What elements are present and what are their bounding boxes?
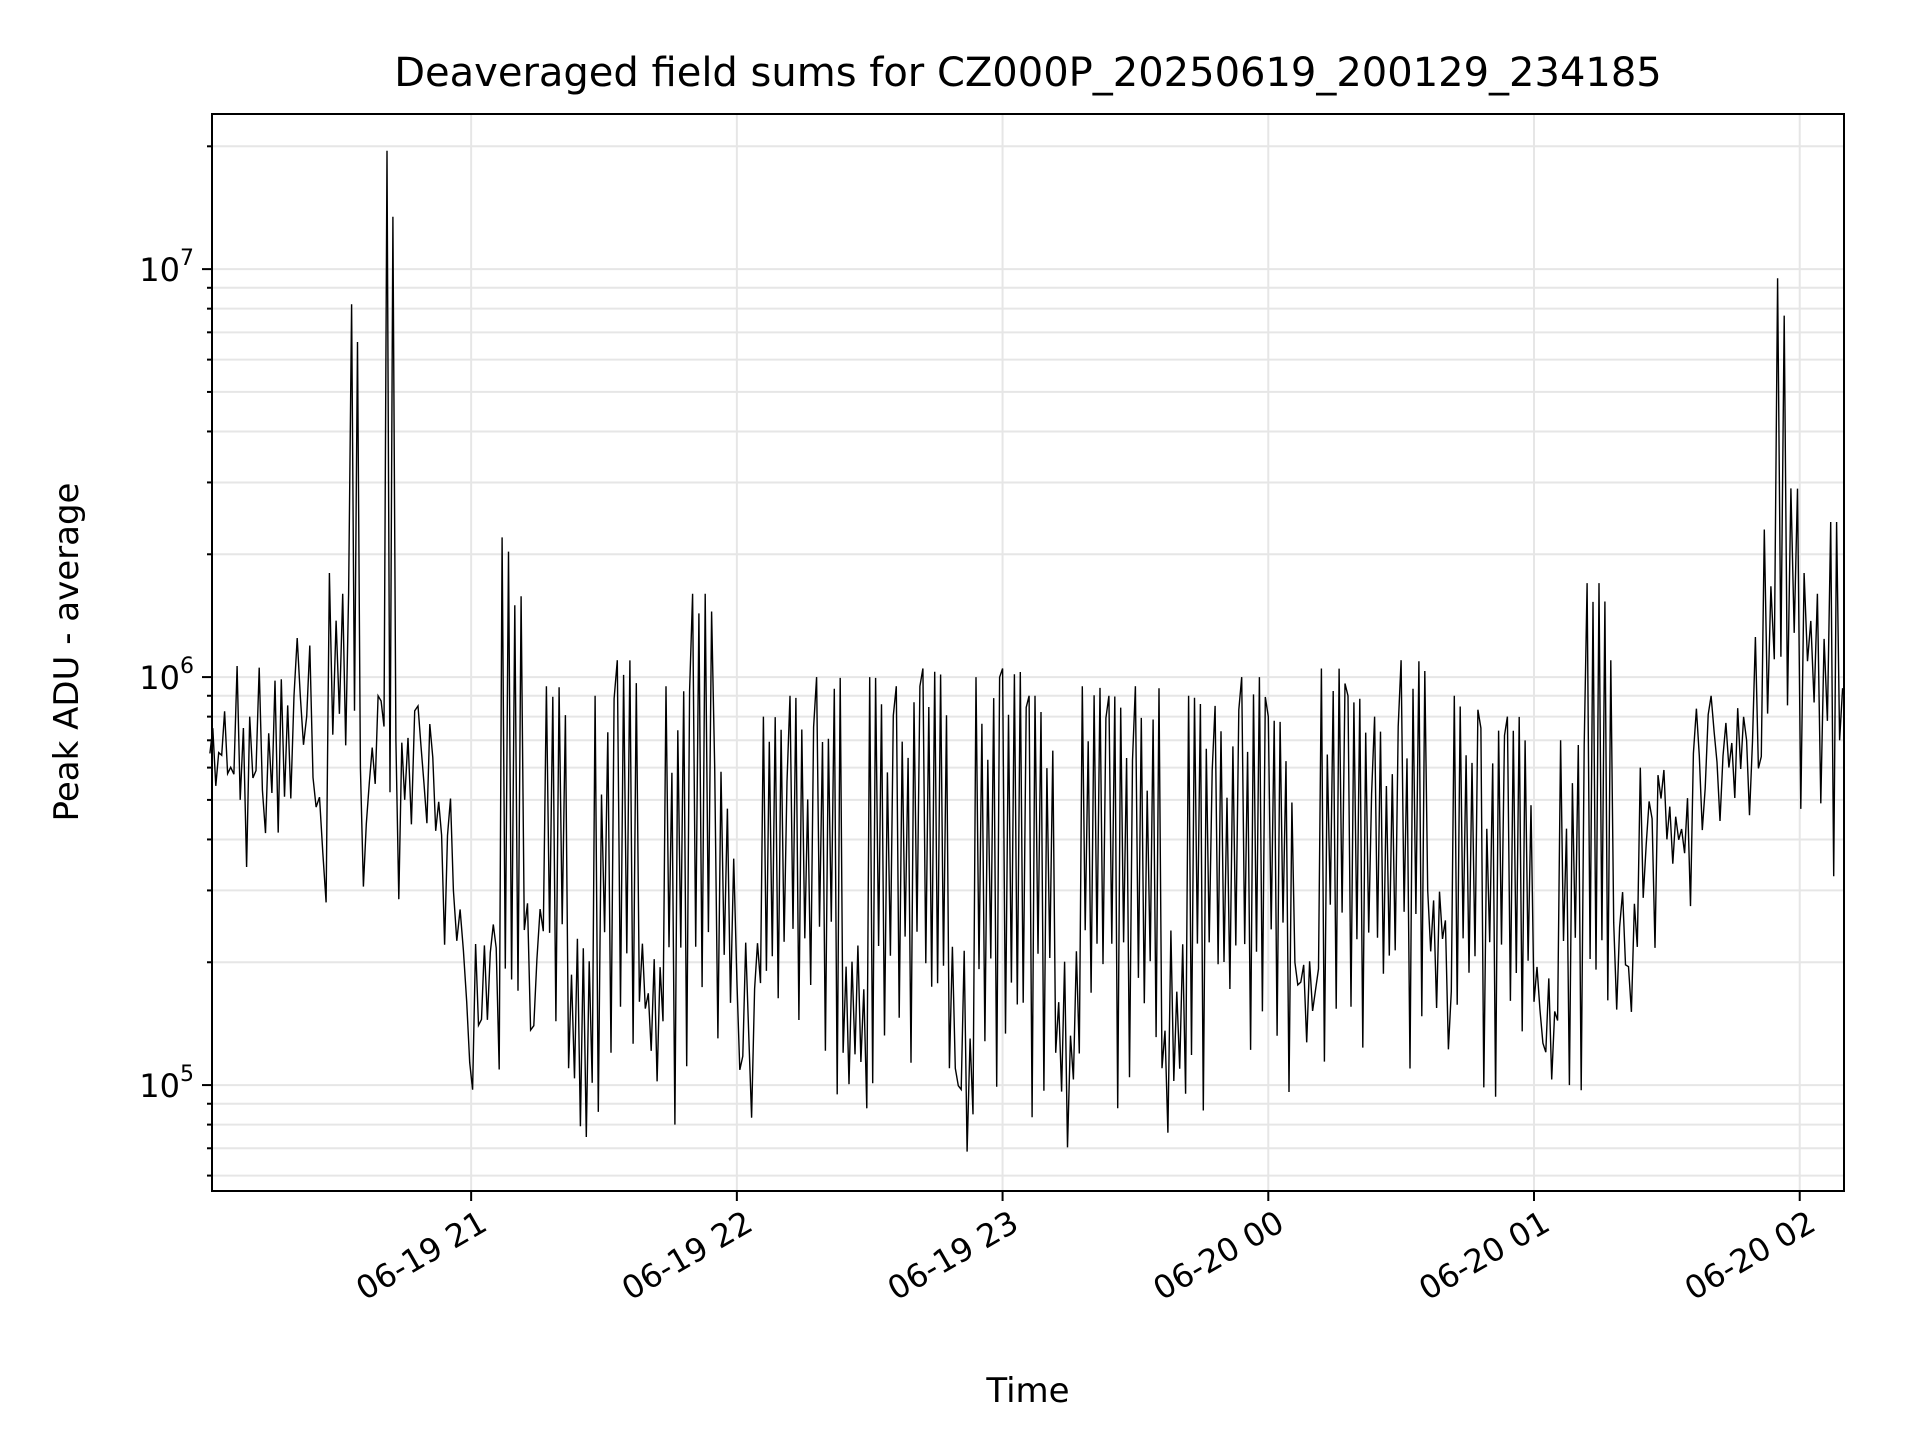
y-axis-label: Peak ADU - average [47, 483, 87, 822]
y-tick-label: 107 [139, 246, 194, 289]
series-group [209, 150, 1844, 1152]
y-tick-label: 106 [139, 654, 194, 697]
x-axis-label: Time [985, 1371, 1069, 1411]
x-tick-label: 06-20 02 [1678, 1203, 1822, 1308]
chart-title: Deaveraged field sums for CZ000P_2025061… [394, 50, 1662, 96]
x-tick-label: 06-19 23 [881, 1203, 1025, 1308]
series-line [209, 150, 1844, 1152]
x-tick-label: 06-19 21 [350, 1203, 494, 1308]
x-tick-label: 06-20 00 [1147, 1203, 1291, 1308]
axis-ticks: 06-19 21 06-19 22 06-19 23 06-20 00 06-20 01… [139, 145, 1822, 1308]
x-tick-label: 06-19 22 [615, 1203, 759, 1308]
x-tick-label: 06-20 01 [1412, 1203, 1556, 1308]
plot-frame [211, 113, 1845, 1192]
y-tick-label: 105 [139, 1062, 194, 1105]
